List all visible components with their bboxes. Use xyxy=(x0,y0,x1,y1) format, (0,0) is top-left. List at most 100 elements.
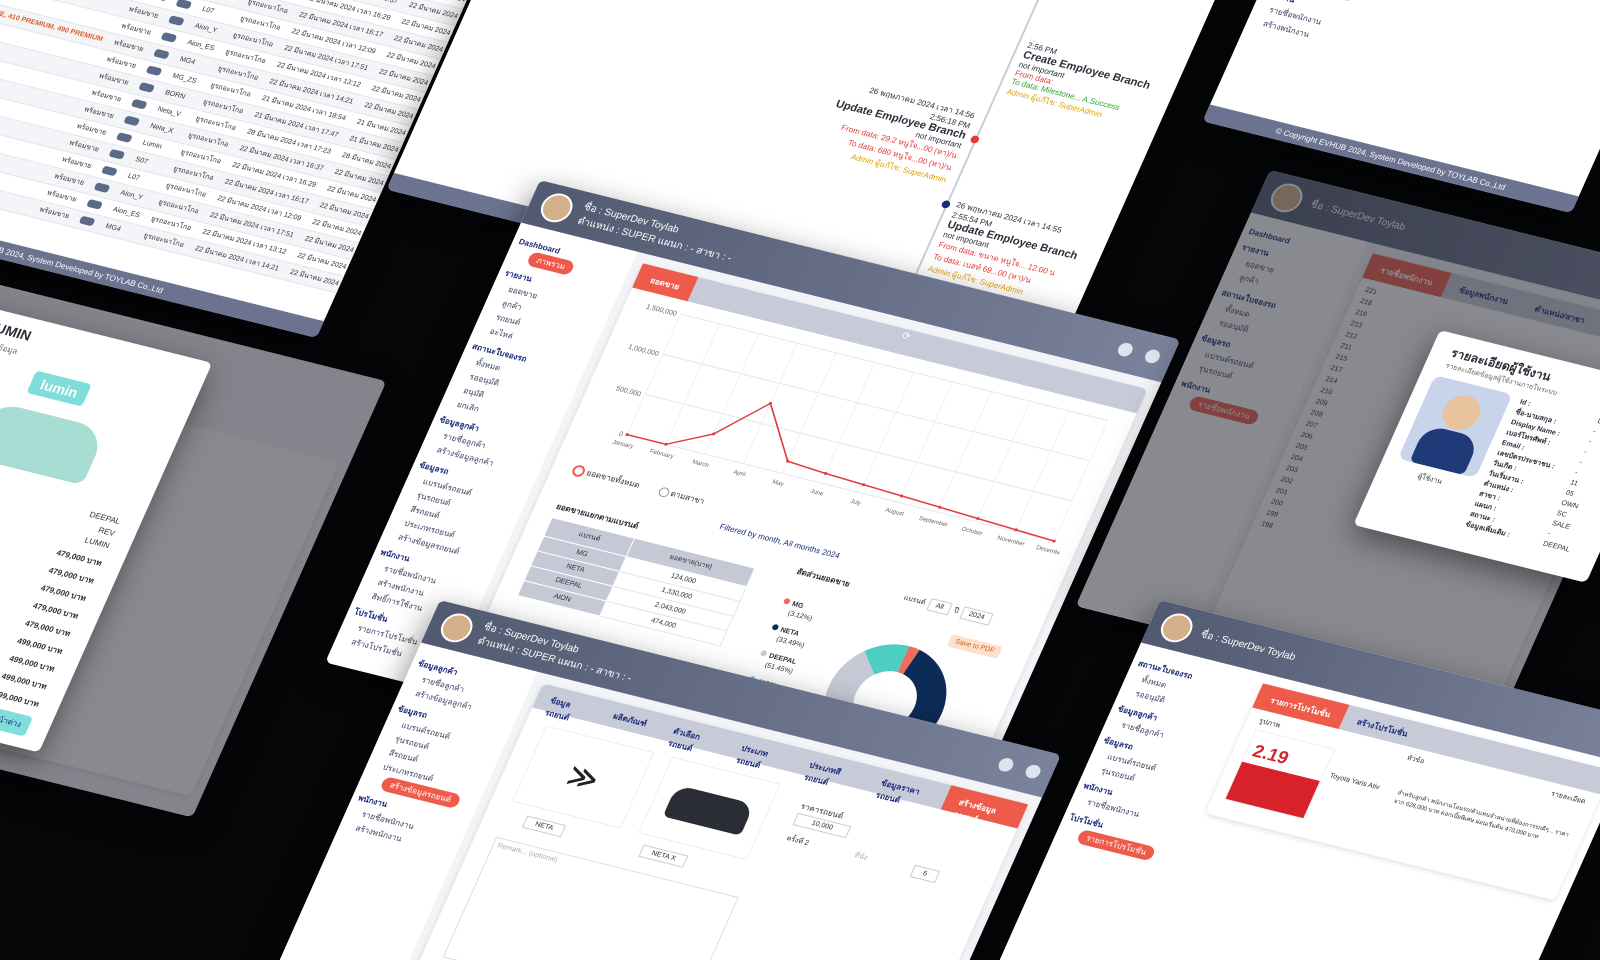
employee-id[interactable]: 199 xyxy=(1264,509,1279,519)
car-thumbnail-image xyxy=(146,64,164,76)
brand-select[interactable]: All xyxy=(926,598,953,616)
sales-point[interactable] xyxy=(823,471,828,476)
sales-point[interactable] xyxy=(938,505,942,509)
year-select[interactable]: 2024 xyxy=(959,606,994,626)
sales-point[interactable] xyxy=(712,432,716,436)
donut-slice-mg[interactable] xyxy=(897,646,920,675)
grid-line xyxy=(665,323,721,445)
seats-input[interactable]: 6 xyxy=(909,864,941,884)
grid-line xyxy=(662,353,1091,462)
panel-menu: สถานะใบจองรถ ทั้งหมด รออนุมัติ โปรโมชั่น… xyxy=(1202,0,1600,214)
sales-point[interactable] xyxy=(900,494,904,498)
gear-icon[interactable] xyxy=(1142,348,1163,365)
car-form-tab[interactable]: ประเภทรถยนต์ xyxy=(734,743,770,771)
employee-id[interactable]: 216 xyxy=(1353,309,1369,319)
employee-id[interactable]: 217 xyxy=(1329,364,1344,375)
radio-branch[interactable]: ตามสาขา xyxy=(656,484,707,507)
employee-id[interactable]: 221 xyxy=(1363,286,1379,297)
y-tick-label: 1,000,000 xyxy=(627,344,660,358)
bell-icon[interactable] xyxy=(1115,341,1135,358)
employee-id[interactable]: 205 xyxy=(1294,442,1309,453)
tab-employee-info[interactable]: ข้อมูลพนักงาน xyxy=(1457,285,1510,307)
avatar[interactable] xyxy=(1155,610,1198,646)
car-thumbnail-image xyxy=(123,115,141,126)
donut-slice-aion[interactable] xyxy=(856,637,910,680)
sales-point[interactable] xyxy=(768,401,772,406)
field-value: - xyxy=(1546,530,1552,538)
donut-title: สัดส่วนยอดขาย xyxy=(795,567,852,589)
y-tick-label: 500,000 xyxy=(615,386,642,399)
car-thumbnail-image xyxy=(116,131,134,143)
timeline-dot xyxy=(940,199,952,210)
employee-id[interactable]: 206 xyxy=(1299,431,1314,441)
model-select[interactable]: NETA X xyxy=(638,844,689,868)
sales-point[interactable] xyxy=(786,459,790,464)
sales-point[interactable] xyxy=(625,433,629,437)
employee-id[interactable]: 213 xyxy=(1348,320,1364,330)
grid-line xyxy=(644,393,1073,502)
grid-line xyxy=(781,352,837,474)
employee-id[interactable]: 203 xyxy=(1284,464,1299,475)
car-form-tab[interactable]: ตัวเลือกรถยนต์ xyxy=(666,726,702,754)
y-tick-label: 0 xyxy=(617,431,624,438)
legend-swatch xyxy=(759,649,768,657)
sales-point[interactable] xyxy=(664,442,668,447)
car-image xyxy=(0,400,108,486)
gear-icon[interactable] xyxy=(1023,763,1043,780)
promo-image[interactable]: 2.19 xyxy=(1224,728,1336,820)
car-form-tab[interactable]: ประเภทสีรถยนต์ xyxy=(802,760,843,787)
car-form-tab[interactable]: ข้อมูลราคารถยนต์ xyxy=(874,778,922,805)
x-tick-label: July xyxy=(849,499,862,507)
remark-textarea[interactable]: Remark... (optional) xyxy=(442,836,739,960)
employee-tabs: รายชื่อพนักงาน ข้อมูลพนักงาน ตำแหน่ง/สาข… xyxy=(1362,253,1600,351)
grid-line xyxy=(859,371,915,493)
car-thumbnail-image xyxy=(153,48,171,60)
field-value: - xyxy=(1591,428,1597,436)
employee-id[interactable]: 202 xyxy=(1279,476,1294,486)
tab-employee-list[interactable]: รายชื่อพนักงาน xyxy=(1362,253,1452,298)
sales-point[interactable] xyxy=(1052,539,1056,543)
car-form-tab[interactable]: ผลิตภัณฑ์ xyxy=(611,711,649,729)
bell-icon[interactable] xyxy=(996,756,1016,773)
x-tick-label: June xyxy=(809,489,825,498)
car-form-tab[interactable]: สร้างข้อมูลรถยนต์ xyxy=(940,785,1029,829)
brand-filter: แบรนด์ All ปี 2024 xyxy=(901,592,994,626)
filter-caption: Filtered by month, All months 2024 xyxy=(718,522,842,561)
employee-id[interactable]: 210 xyxy=(1319,387,1334,397)
legend-swatch xyxy=(771,623,780,631)
sales-point[interactable] xyxy=(976,517,980,521)
grid-line xyxy=(975,401,1031,522)
y-tick-label: 1,500,000 xyxy=(645,304,678,318)
brand-logo: ≫ xyxy=(512,725,655,829)
grid-line xyxy=(1014,410,1070,532)
sales-point[interactable] xyxy=(1014,528,1018,532)
car-thumbnail-image xyxy=(160,31,178,43)
employee-id[interactable]: 201 xyxy=(1274,487,1289,497)
employee-id[interactable]: 204 xyxy=(1289,453,1304,464)
car-thumbnail-image xyxy=(86,198,104,210)
avatar[interactable] xyxy=(535,190,578,226)
employee-id[interactable]: 209 xyxy=(1314,398,1329,408)
brand-select[interactable]: NETA xyxy=(521,815,567,838)
employee-id[interactable]: 207 xyxy=(1304,420,1319,430)
employee-id[interactable]: 214 xyxy=(1324,375,1339,386)
avatar[interactable] xyxy=(1265,180,1308,216)
legend-item: MG (3.12%) xyxy=(777,597,822,626)
tab-employee-position[interactable]: ตำแหน่ง/สาขา xyxy=(1533,304,1587,326)
employee-id[interactable]: 198 xyxy=(1259,520,1274,530)
employee-id[interactable]: 218 xyxy=(1358,298,1374,308)
employee-id[interactable]: 212 xyxy=(1344,331,1359,341)
sales-point[interactable] xyxy=(862,483,866,487)
grid-line xyxy=(898,381,953,503)
avatar[interactable] xyxy=(435,610,478,646)
car-form-tab[interactable]: ข้อมูลรถยนต์ xyxy=(543,696,573,723)
employee-id[interactable]: 211 xyxy=(1339,342,1353,352)
grid-line xyxy=(937,391,992,513)
car-thumbnail-image xyxy=(138,81,156,93)
employee-id[interactable]: 208 xyxy=(1309,409,1324,419)
employee-id[interactable]: 200 xyxy=(1269,498,1284,508)
radio-all[interactable]: ยอดขายทั้งหมด xyxy=(570,463,642,492)
lumin-meta: DEEPAL REV LUMIN xyxy=(83,510,122,551)
employee-id[interactable]: 215 xyxy=(1334,353,1349,363)
